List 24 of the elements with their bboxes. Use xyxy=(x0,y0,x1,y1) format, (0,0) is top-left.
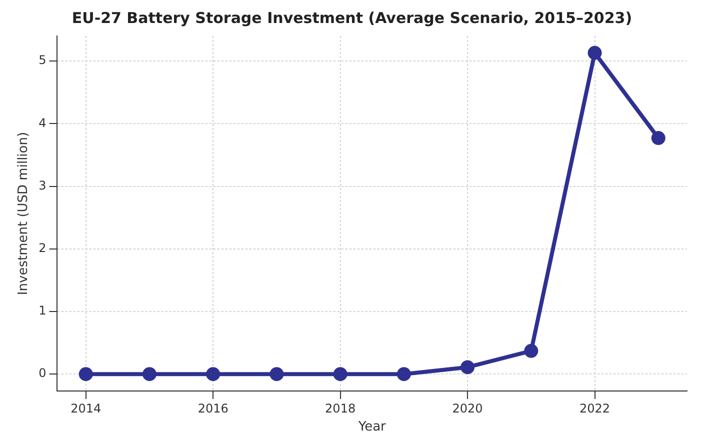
point xyxy=(142,367,156,382)
point xyxy=(651,131,666,146)
point xyxy=(396,367,411,382)
point xyxy=(588,46,602,60)
y-tick-label: 1 xyxy=(38,304,46,318)
chart-title: EU-27 Battery Storage Investment (Average Scenario, 2015–2023) xyxy=(72,8,632,27)
y-tick-label: 4 xyxy=(38,116,46,130)
point xyxy=(206,367,220,382)
y-tick-label: 0 xyxy=(38,366,46,380)
point xyxy=(78,367,93,382)
y-tick-label: 5 xyxy=(38,53,46,68)
x-tick-label: 2022 xyxy=(579,401,610,416)
point xyxy=(333,367,348,382)
y-tick-label: 2 xyxy=(38,241,46,255)
point xyxy=(524,344,538,358)
point xyxy=(270,367,284,382)
x-tick-label: 2018 xyxy=(325,401,356,416)
x-tick-label: 2020 xyxy=(452,401,483,416)
x-axis-title: Year xyxy=(357,420,387,435)
y-tick-label: 3 xyxy=(38,178,46,192)
y-axis-title: Investment (USD million) xyxy=(16,132,32,296)
x-tick-label: 2016 xyxy=(198,401,228,416)
x-tick-label: 2014 xyxy=(70,401,102,416)
point xyxy=(460,360,475,374)
